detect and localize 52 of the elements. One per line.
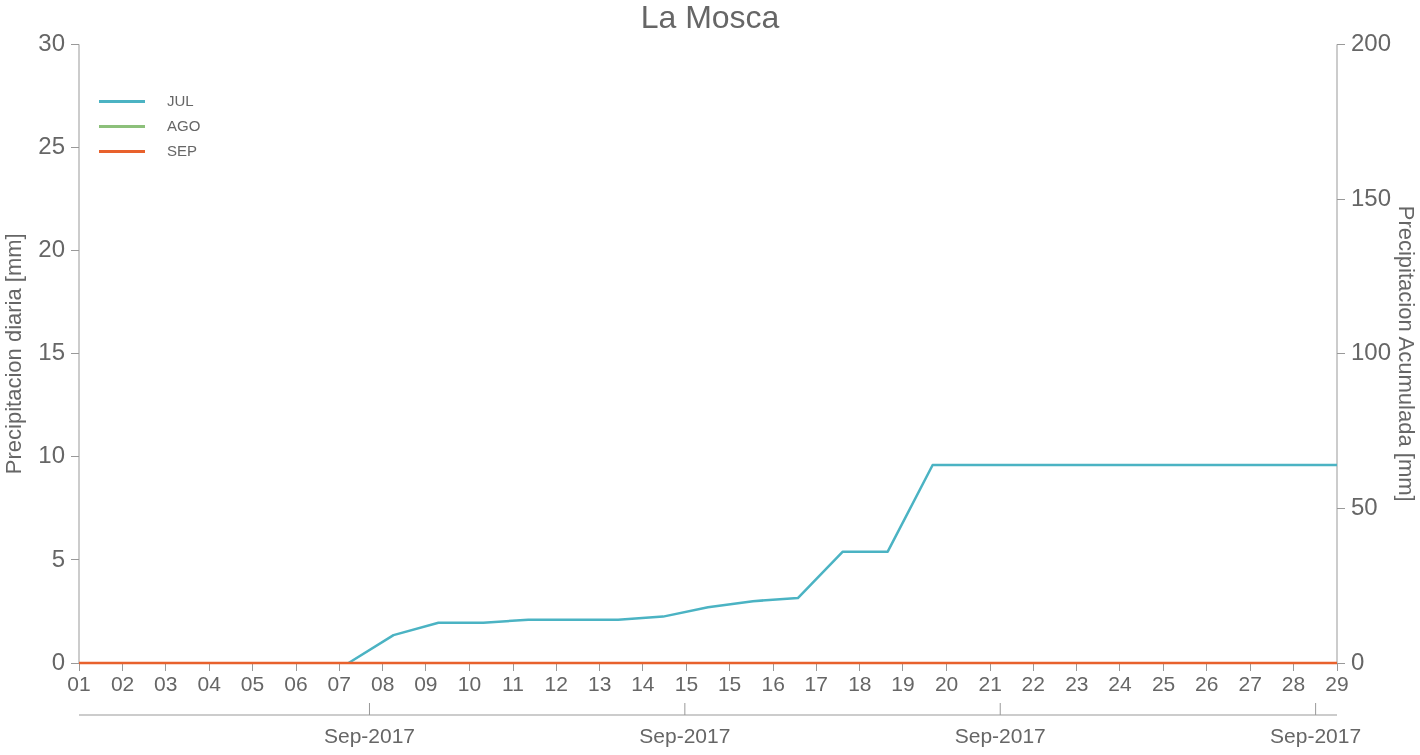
chart-title: La Mosca (640, 0, 780, 36)
y2-tick-label: 150 (1351, 183, 1392, 211)
text: Sep-2017 (1270, 724, 1362, 748)
y-tick-label: 5 (51, 544, 65, 572)
y-tick-label: 20 (38, 235, 65, 263)
y2-tick-label: 0 (1351, 647, 1365, 675)
x-tick-label: 21 (978, 672, 1002, 696)
y-tick-label: 0 (51, 647, 65, 675)
legend-label: SEP (167, 141, 198, 159)
x-tick-label: 02 (110, 672, 135, 696)
x-tick-label: 11 (502, 672, 524, 696)
legend-label: AGO (167, 116, 201, 134)
x-tick-label: 07 (327, 672, 351, 696)
y-axis-title: Precipitacion diaria [mm] (1, 233, 27, 475)
text: Sep-2017 (639, 724, 731, 748)
x-tick-label: 10 (457, 672, 482, 696)
x-tick-label: 15 (674, 672, 699, 696)
y2-tick-label: 50 (1351, 492, 1378, 520)
x-tick-label: 08 (371, 672, 395, 696)
text: Sep-2017 (954, 724, 1046, 748)
x-tick-label: 18 (848, 672, 872, 696)
x-tick-label: 15 (717, 672, 742, 696)
x-tick-label: 03 (154, 672, 178, 696)
x-tick-label: 26 (1195, 672, 1219, 696)
x-tick-label: 23 (1065, 672, 1089, 696)
x-tick-label: 09 (414, 672, 438, 696)
y-tick-label: 10 (38, 441, 65, 469)
text: Sep-2017 (323, 724, 416, 748)
x-tick-label: 04 (197, 672, 222, 696)
x-tick-label: 17 (804, 672, 828, 696)
x-tick-label: 27 (1238, 672, 1262, 696)
y-tick-label: 30 (38, 29, 65, 57)
y2-tick-label: 200 (1351, 29, 1392, 57)
x-tick-label: 01 (67, 672, 91, 696)
x-tick-label: 06 (284, 672, 308, 696)
x-tick-label: 25 (1151, 672, 1176, 696)
x-tick-label: 20 (934, 672, 959, 696)
x-tick-label: 24 (1108, 672, 1132, 696)
x-tick-label: 05 (240, 672, 265, 696)
y-tick-label: 25 (38, 132, 65, 160)
x-tick-label: 13 (588, 672, 612, 696)
legend-label: JUL (167, 91, 194, 109)
x-tick-label: 22 (1021, 672, 1045, 696)
y2-axis-title: Precipitacion Acumulada [mm] (1393, 205, 1419, 502)
y-tick-label: 15 (38, 338, 65, 366)
y2-tick-label: 100 (1351, 338, 1392, 366)
x-tick-label: 14 (631, 672, 655, 696)
x-tick-label: 19 (891, 672, 915, 696)
x-tick-label: 16 (761, 672, 785, 696)
x-tick-label: 12 (544, 672, 568, 696)
x-tick-label: 29 (1325, 672, 1349, 696)
x-tick-label: 28 (1281, 672, 1306, 696)
